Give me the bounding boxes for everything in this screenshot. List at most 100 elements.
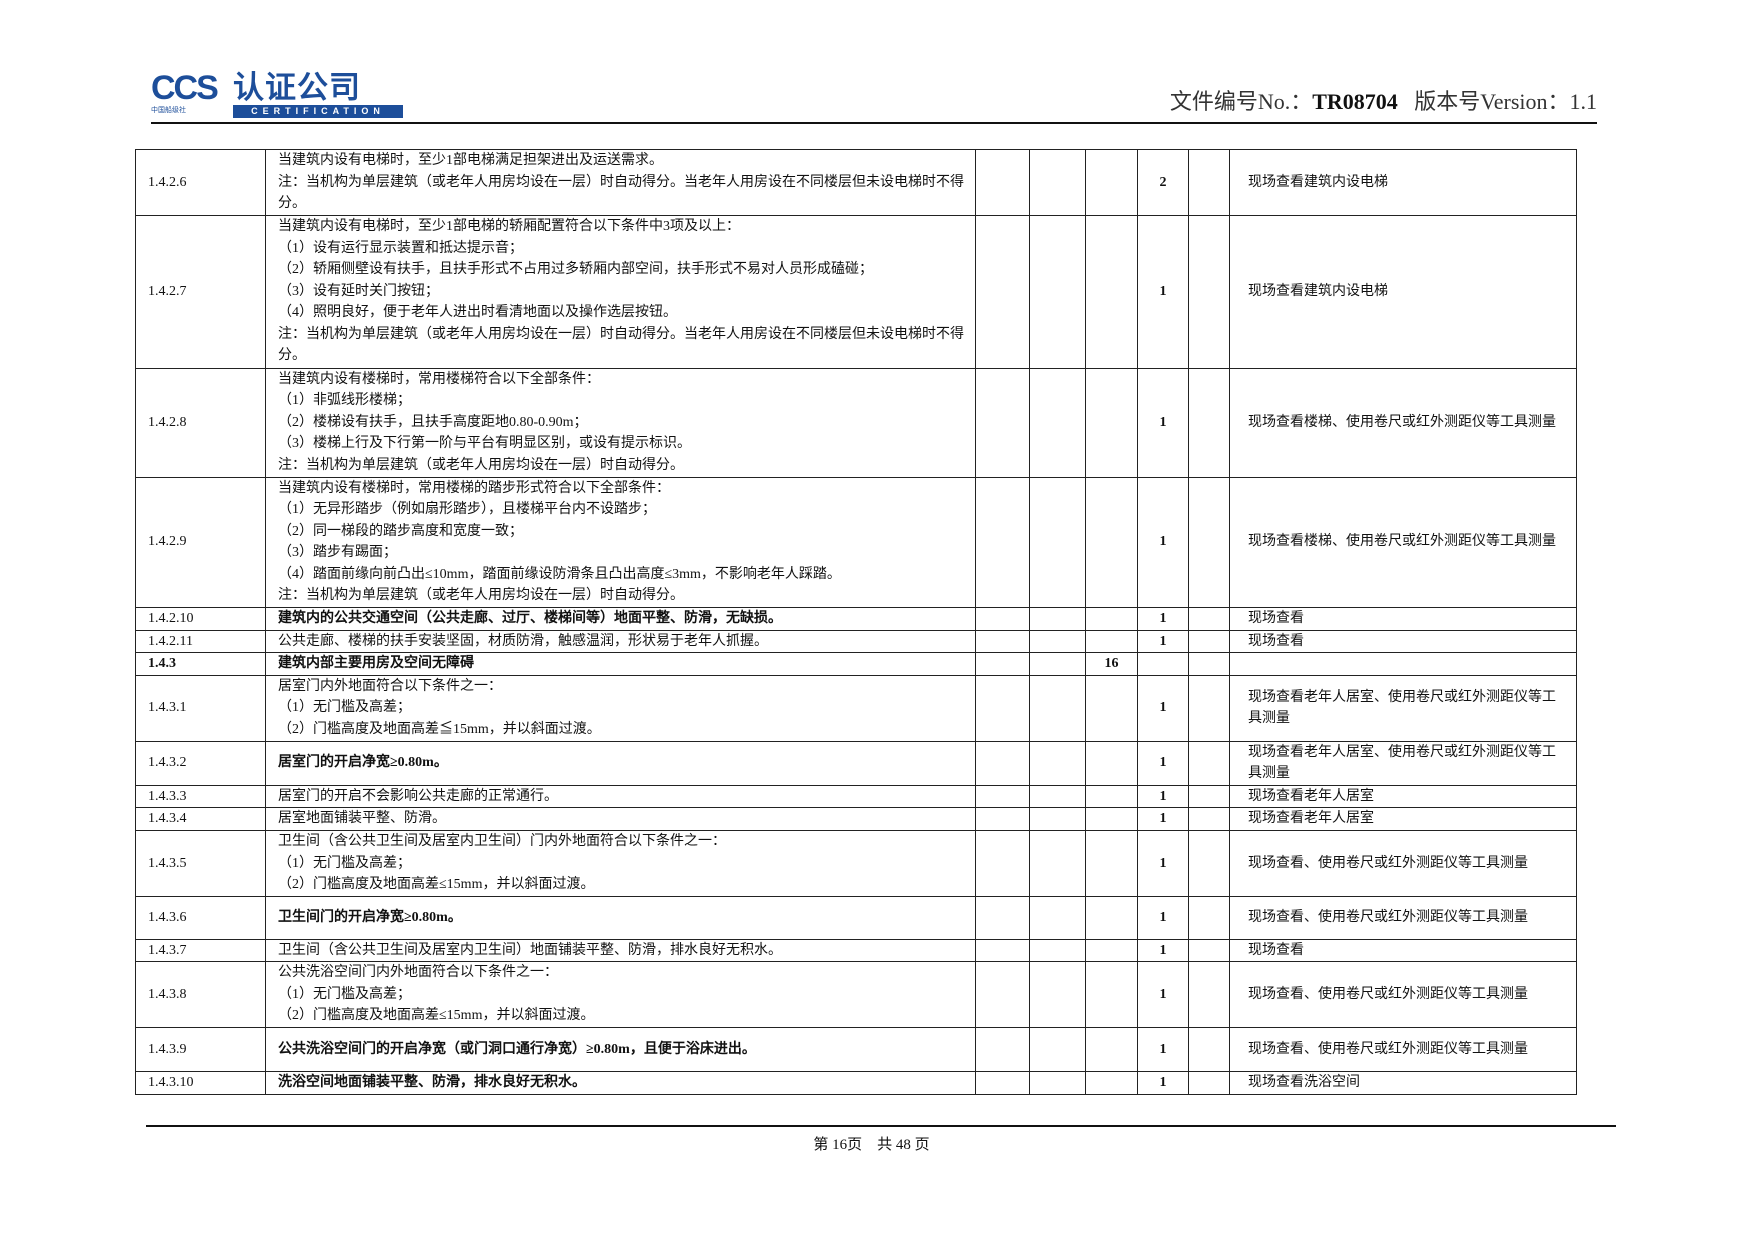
table-row: 1.4.3.5 卫生间（含公共卫生间及居室内卫生间）门内外地面符合以下条件之一： （… (135, 830, 1577, 897)
table-row: 1.4.2.9 当建筑内设有楼梯时，常用楼梯的踏步形式符合以下全部条件： （1）无异… (135, 476, 1577, 608)
empty-cell (1188, 652, 1230, 676)
assessment-table: 1.4.2.6 当建筑内设有电梯时，至少1部电梯满足担架进出及运送需求。 注：当机构… (135, 149, 1577, 1095)
clause-id: 1.4.2.7 (135, 214, 266, 369)
table-row: 1.4.2.6 当建筑内设有电梯时，至少1部电梯满足担架进出及运送需求。 注：当机构… (135, 149, 1577, 216)
clause-id: 1.4.3.10 (135, 1071, 266, 1095)
clause-content: 当建筑内设有楼梯时，常用楼梯的踏步形式符合以下全部条件： （1）无异形踏步（例如扇… (265, 476, 976, 608)
subtotal-cell (1085, 830, 1138, 897)
clause-content: 居室地面铺装平整、防滑。 (265, 807, 976, 831)
content-line: 当建筑内设有电梯时，至少1部电梯满足担架进出及运送需求。 (278, 153, 663, 168)
empty-cell (1029, 961, 1086, 1028)
empty-cell (1188, 149, 1230, 216)
empty-cell (1029, 149, 1086, 216)
content-line: （3）踏步有踢面； (278, 545, 397, 560)
clause-content: 洗浴空间地面铺装平整、防滑，排水良好无积水。 (265, 1071, 976, 1095)
empty-cell (975, 895, 1030, 940)
score-cell (1137, 652, 1189, 676)
clause-content: 当建筑内设有电梯时，至少1部电梯的轿厢配置符合以下条件中3项及以上： （1）设有运… (265, 214, 976, 369)
empty-cell (975, 674, 1030, 742)
content-line: （1）非弧线形楼梯； (278, 393, 411, 409)
clause-content: 卫生间（含公共卫生间及居室内卫生间）地面铺装平整、防滑，排水良好无积水。 (265, 938, 976, 962)
empty-cell (975, 938, 1030, 962)
table-row: 1.4.3.10 洗浴空间地面铺装平整、防滑，排水良好无积水。 1 现场查看洗浴空间 (135, 1071, 1577, 1095)
subtotal-cell (1085, 740, 1138, 786)
clause-id: 1.4.3.1 (135, 674, 266, 742)
empty-cell (1188, 476, 1230, 608)
content-line: （2）门槛高度及地面高差≦15mm，并以斜面过渡。 (278, 721, 601, 737)
empty-cell (1188, 961, 1230, 1028)
table-row: 1.4.3.9 公共洗浴空间门的开启净宽（或门洞口通行净宽）≥0.80m，且便于浴… (135, 1027, 1577, 1072)
clause-content: 居室门内外地面符合以下条件之一： （1）无门槛及高差； （2）门槛高度及地面高差≦1… (265, 674, 976, 742)
content-line: 建筑内的公共交通空间（公共走廊、过厅、楼梯间等）地面平整、防滑，无缺损。 (278, 610, 782, 626)
subtotal-cell (1085, 367, 1138, 478)
content-line: 公共洗浴空间门的开启净宽（或门洞口通行净宽）≥0.80m，且便于浴床进出。 (278, 1041, 756, 1057)
empty-cell (975, 367, 1030, 478)
clause-id: 1.4.3.7 (135, 938, 266, 962)
clause-id: 1.4.3.3 (135, 784, 266, 808)
table-row: 1.4.2.11 公共走廊、楼梯的扶手安装坚固，材质防滑，触感温润，形状易于老年人… (135, 629, 1577, 653)
content-line: 洗浴空间地面铺装平整、防滑，排水良好无积水。 (278, 1075, 586, 1090)
empty-cell (1188, 938, 1230, 962)
page-number: 第 16页 共 48 页 (813, 1137, 930, 1153)
score-cell: 1 (1137, 938, 1189, 962)
content-line: 注：当机构为单层建筑（或老年人用房均设在一层）时自动得分。当老年人用房设在不同楼… (278, 174, 964, 212)
content-line: （2）轿厢侧壁设有扶手，且扶手形式不占用过多轿厢内部空间，扶手形式不易对人员形成… (278, 262, 873, 278)
empty-cell (1188, 674, 1230, 742)
empty-cell (1188, 629, 1230, 653)
clause-content: 公共洗浴空间门内外地面符合以下条件之一： （1）无门槛及高差； （2）门槛高度及地面… (265, 961, 976, 1028)
doc-number-label: 文件编号No.： (1169, 89, 1313, 114)
assessment-method: 现场查看、使用卷尺或红外测距仪等工具测量 (1229, 961, 1577, 1028)
assessment-method: 现场查看洗浴空间 (1229, 1071, 1577, 1095)
subtotal-cell: 16 (1085, 652, 1138, 676)
content-line: 当建筑内设有楼梯时，常用楼梯的踏步形式符合以下全部条件： (278, 480, 670, 496)
empty-cell (975, 606, 1030, 631)
empty-cell (1029, 367, 1086, 478)
subtotal-cell (1085, 784, 1138, 808)
score-cell: 1 (1137, 961, 1189, 1028)
assessment-method: 现场查看、使用卷尺或红外测距仪等工具测量 (1229, 895, 1577, 940)
content-line: 注：当机构为单层建筑（或老年人用房均设在一层）时自动得分。 (278, 457, 684, 473)
content-line: 卫生间门的开启净宽≥0.80m。 (278, 909, 462, 925)
clause-id: 1.4.3.4 (135, 807, 266, 831)
empty-cell (1029, 629, 1086, 653)
content-line: 卫生间（含公共卫生间及居室内卫生间）门内外地面符合以下条件之一： (278, 834, 726, 849)
clause-content: 建筑内部主要用房及空间无障碍 (265, 652, 976, 676)
content-line: （1）设有运行显示装置和抵达提示音； (278, 240, 523, 256)
empty-cell (975, 1027, 1030, 1072)
clause-id: 1.4.3 (135, 652, 266, 676)
empty-cell (975, 830, 1030, 897)
score-cell: 1 (1137, 1071, 1189, 1095)
clause-id: 1.4.3.8 (135, 961, 266, 1028)
clause-content: 公共洗浴空间门的开启净宽（或门洞口通行净宽）≥0.80m，且便于浴床进出。 (265, 1027, 976, 1072)
empty-cell (1029, 740, 1086, 786)
content-line: （4）踏面前缘向前凸出≤10mm，踏面前缘设防滑条且凸出高度≤3mm，不影响老年… (278, 566, 841, 582)
empty-cell (1188, 895, 1230, 940)
score-cell: 1 (1137, 740, 1189, 786)
clause-content: 当建筑内设有电梯时，至少1部电梯满足担架进出及运送需求。注：当机构为单层建筑（或… (265, 149, 976, 216)
assessment-method: 现场查看楼梯、使用卷尺或红外测距仪等工具测量 (1229, 476, 1577, 608)
empty-cell (975, 149, 1030, 216)
logo-mark: CCS (151, 69, 219, 107)
subtotal-cell (1085, 895, 1138, 940)
subtotal-cell (1085, 629, 1138, 653)
table-row: 1.4.3.2 居室门的开启净宽≥0.80m。 1 现场查看老年人居室、使用卷尺或红外… (135, 740, 1577, 786)
score-cell: 1 (1137, 674, 1189, 742)
empty-cell (1029, 476, 1086, 608)
assessment-method: 现场查看 (1229, 606, 1577, 631)
logo-certification: CERTIFICATION (233, 105, 403, 118)
assessment-method: 现场查看、使用卷尺或红外测距仪等工具测量 (1229, 1027, 1577, 1072)
clause-id: 1.4.2.10 (135, 606, 266, 631)
content-line: 居室门内外地面符合以下条件之一： (278, 678, 502, 694)
assessment-method: 现场查看、使用卷尺或红外测距仪等工具测量 (1229, 830, 1577, 897)
subtotal-cell (1085, 1071, 1138, 1095)
score-cell: 2 (1137, 149, 1189, 216)
header-divider (151, 122, 1597, 124)
empty-cell (1029, 830, 1086, 897)
score-cell: 1 (1137, 476, 1189, 608)
logo-society: 中国船级社 (151, 107, 186, 114)
clause-id: 1.4.2.11 (135, 629, 266, 653)
doc-number-value: TR08704 (1312, 89, 1398, 114)
content-line: （2）同一梯段的踏步高度和宽度一致； (278, 523, 523, 539)
empty-cell (975, 652, 1030, 676)
clause-id: 1.4.2.9 (135, 476, 266, 608)
